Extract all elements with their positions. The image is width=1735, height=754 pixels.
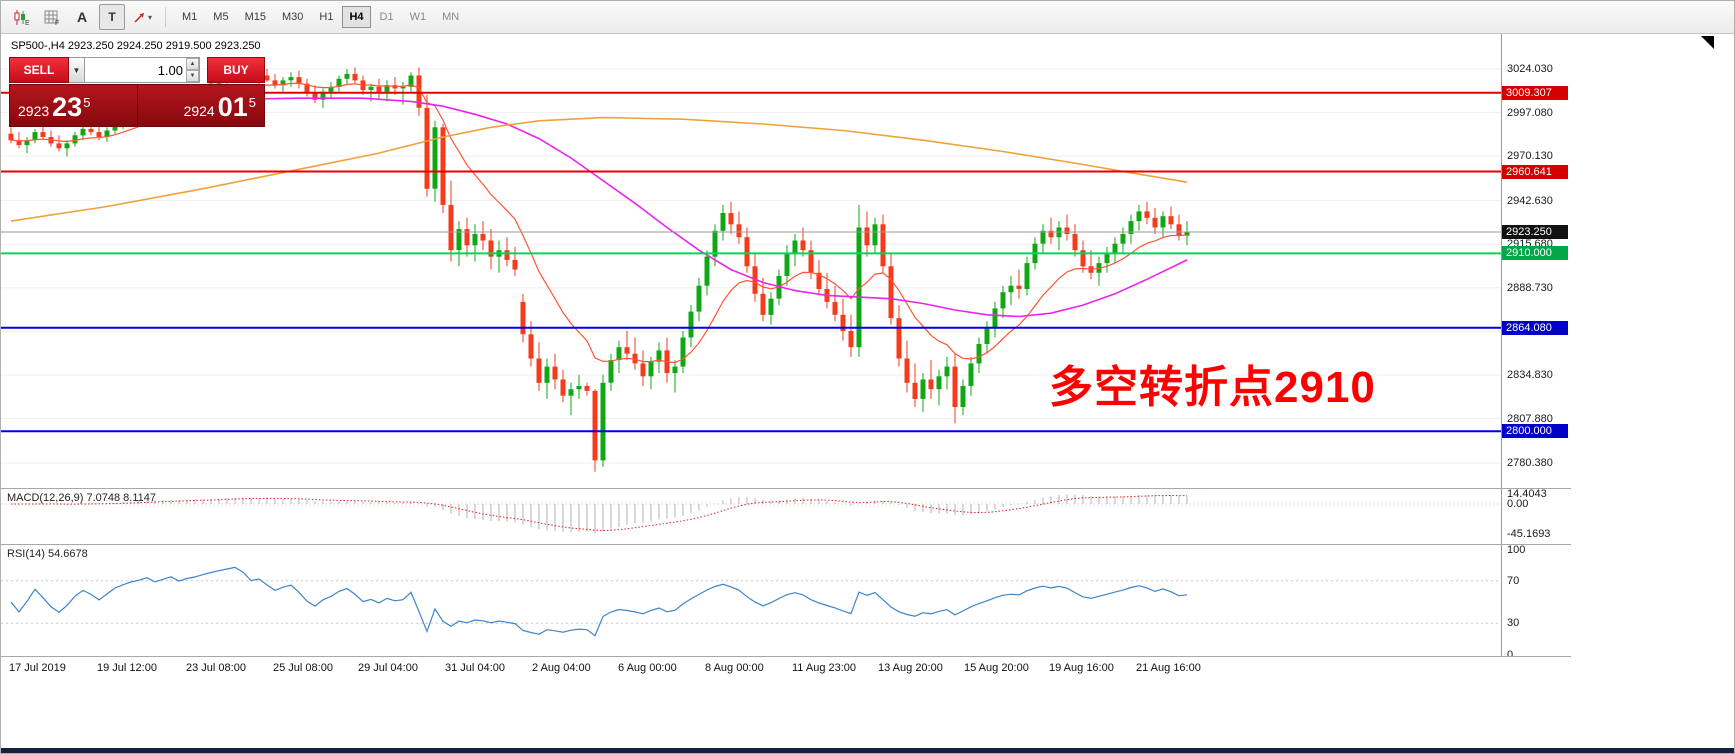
hline-price-label: 3009.307 bbox=[1502, 86, 1568, 100]
candlestick-icon: E bbox=[14, 9, 30, 26]
one-click-trade-widget: SELL ▼ ▲ ▼ BUY 2923 23 5 292 bbox=[9, 57, 265, 127]
toolbar-separator bbox=[165, 7, 166, 27]
timeframe-mn[interactable]: MN bbox=[442, 11, 460, 23]
price-tick: 2942.630 bbox=[1507, 195, 1553, 207]
sell-button[interactable]: SELL bbox=[9, 57, 69, 83]
price-tick: 2807.880 bbox=[1507, 413, 1553, 425]
timeframe-m1[interactable]: M1 bbox=[182, 11, 198, 23]
timeframe-toolbar: M1 M5 M15 M30 H1 H4 D1 W1 MN bbox=[174, 6, 467, 28]
chart-shift-marker bbox=[1701, 36, 1714, 49]
macd-canvas[interactable] bbox=[1, 489, 1501, 545]
status-bar bbox=[1, 748, 1734, 753]
hline-price-label: 2960.641 bbox=[1502, 165, 1568, 179]
time-scale[interactable]: 17 Jul 2019 19 Jul 12:00 23 Jul 08:00 25 Ju… bbox=[1, 657, 1571, 683]
time-axis-label: 6 Aug 00:00 bbox=[618, 662, 677, 674]
price-chart-panel[interactable]: SP500-,H4 2923.250 2924.250 2919.500 292… bbox=[1, 34, 1571, 489]
volume-dropdown-button[interactable]: ▼ bbox=[69, 57, 85, 83]
rsi-tick: 0 bbox=[1507, 649, 1514, 657]
price-tick: 2780.380 bbox=[1507, 457, 1553, 469]
rsi-tick: 30 bbox=[1507, 617, 1520, 629]
price-tick: 2997.080 bbox=[1507, 107, 1553, 119]
timeframe-m15[interactable]: M15 bbox=[244, 11, 266, 23]
buy-price-big: 01 bbox=[217, 92, 248, 122]
volume-increase-button[interactable]: ▲ bbox=[186, 58, 199, 70]
chart-annotation: 多空转折点2910 bbox=[1049, 363, 1376, 412]
indicator-grid-icon[interactable]: F bbox=[39, 4, 65, 30]
timeframe-h4[interactable]: H4 bbox=[342, 6, 371, 28]
time-axis-label: 19 Jul 12:00 bbox=[97, 662, 157, 674]
buy-price-pip: 5 bbox=[248, 95, 256, 110]
rsi-canvas[interactable] bbox=[1, 545, 1501, 657]
chart-style-icon[interactable]: E bbox=[9, 4, 35, 30]
price-scale[interactable]: 3024.030 2997.080 2970.130 2942.630 2915.680… bbox=[1501, 34, 1571, 488]
timeframe-d1[interactable]: D1 bbox=[379, 11, 394, 23]
price-tick: 3024.030 bbox=[1507, 63, 1553, 75]
macd-tick: -45.1693 bbox=[1507, 528, 1551, 540]
timeframe-h1[interactable]: H1 bbox=[319, 11, 334, 23]
rsi-scale: 100 70 30 0 bbox=[1501, 545, 1571, 656]
time-axis-label: 19 Aug 16:00 bbox=[1049, 662, 1114, 674]
sell-price-pip: 5 bbox=[83, 95, 91, 110]
macd-tick: 0.00 bbox=[1507, 498, 1529, 510]
rsi-tick: 70 bbox=[1507, 575, 1520, 587]
volume-input[interactable] bbox=[85, 57, 200, 83]
price-chart-canvas[interactable] bbox=[1, 34, 1501, 489]
hline-price-label: 2800.000 bbox=[1502, 424, 1568, 438]
time-axis-label: 2 Aug 04:00 bbox=[532, 662, 591, 674]
timeframe-m5[interactable]: M5 bbox=[213, 11, 229, 23]
time-axis-label: 8 Aug 00:00 bbox=[705, 662, 764, 674]
buy-button[interactable]: BUY bbox=[207, 57, 265, 83]
time-axis-label: 13 Aug 20:00 bbox=[878, 662, 943, 674]
macd-scale: 14.4043 0.00 -45.1693 bbox=[1501, 489, 1571, 544]
sell-quote[interactable]: 2923 23 5 bbox=[10, 85, 138, 126]
grid-icon: F bbox=[44, 10, 59, 26]
chevron-down-icon: ▾ bbox=[147, 12, 152, 22]
macd-tick: 14.4043 bbox=[1507, 489, 1547, 500]
timeframe-m30[interactable]: M30 bbox=[281, 11, 304, 23]
time-axis-label: 17 Jul 2019 bbox=[9, 662, 66, 674]
macd-panel[interactable]: MACD(12,26,9) 7.0748 8.1147 14.4043 0.00 -… bbox=[1, 489, 1571, 545]
svg-text:E: E bbox=[25, 20, 30, 26]
time-axis-label: 21 Aug 16:00 bbox=[1136, 662, 1201, 674]
rsi-tick: 100 bbox=[1507, 545, 1526, 556]
text-tool-button[interactable]: T bbox=[99, 4, 125, 30]
time-axis-label: 11 Aug 23:00 bbox=[792, 662, 857, 674]
arrows-tool-button[interactable]: ▾ bbox=[129, 4, 155, 30]
top-toolbar: E F A T ▾ M1 M5 M15 M30 H1 H4 D1 W1 MN bbox=[1, 1, 1734, 34]
time-axis-label: 23 Jul 08:00 bbox=[186, 662, 246, 674]
price-tick: 2970.130 bbox=[1507, 150, 1553, 162]
price-tick: 2834.830 bbox=[1507, 369, 1553, 381]
price-tick: 2888.730 bbox=[1507, 282, 1553, 294]
rsi-panel[interactable]: RSI(14) 54.6678 100 70 30 0 bbox=[1, 545, 1571, 657]
rsi-label: RSI(14) 54.6678 bbox=[7, 548, 88, 560]
sell-price-prefix: 2923 bbox=[18, 103, 50, 119]
time-axis-label: 31 Jul 04:00 bbox=[445, 662, 505, 674]
arrow-icon bbox=[134, 12, 144, 23]
symbol-ohlc-header: SP500-,H4 2923.250 2924.250 2919.500 292… bbox=[11, 40, 261, 52]
time-axis-label: 29 Jul 04:00 bbox=[358, 662, 418, 674]
macd-label: MACD(12,26,9) 7.0748 8.1147 bbox=[7, 492, 156, 504]
buy-price-prefix: 2924 bbox=[183, 103, 215, 119]
hline-price-label: 2864.080 bbox=[1502, 321, 1568, 335]
current-price-label: 2923.250 bbox=[1502, 225, 1568, 239]
time-axis-label: 15 Aug 20:00 bbox=[964, 662, 1029, 674]
timeframe-w1[interactable]: W1 bbox=[409, 11, 427, 23]
price-tick: 2915.680 bbox=[1507, 238, 1553, 250]
svg-text:F: F bbox=[55, 20, 59, 26]
quote-panel: 2923 23 5 2924 01 5 bbox=[9, 84, 265, 127]
label-tool-button[interactable]: A bbox=[76, 9, 88, 25]
time-axis-label: 25 Jul 08:00 bbox=[273, 662, 333, 674]
hline-price-label: 2910.000 bbox=[1502, 246, 1568, 260]
volume-decrease-button[interactable]: ▼ bbox=[186, 70, 199, 82]
buy-quote[interactable]: 2924 01 5 bbox=[138, 85, 265, 126]
sell-price-big: 23 bbox=[52, 92, 83, 122]
